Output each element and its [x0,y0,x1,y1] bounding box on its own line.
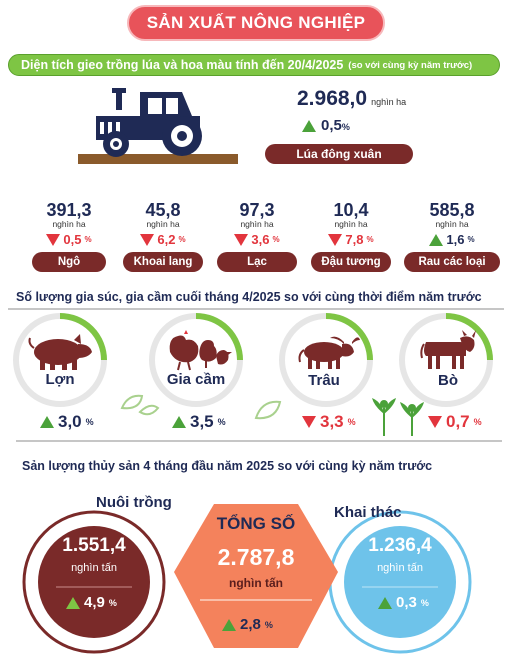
crop-label: Rau các loại [404,252,500,272]
crop-sweet-potato: 45,8 nghìn ha 6,2% Khoai lang [118,200,208,272]
crop-value: 45,8 [145,200,181,220]
capture-label: Khai thác [334,504,402,521]
planting-section-title: Diện tích gieo trồng lúa và hoa màu tính… [8,54,500,76]
up-arrow-icon [378,596,392,609]
buffalo-change-value: 3,3 [320,412,344,431]
total-change-value: 2,8 [240,616,261,633]
buffalo-change: 3,3% [302,412,356,432]
crop-label: Ngô [32,252,106,272]
rice-value-group: 2.968,0 nghìn ha [297,87,406,111]
pig-change: 3,0% [40,412,94,432]
crop-change: 1,6 [446,232,465,247]
total-unit: nghìn tấn [229,576,283,590]
up-arrow-icon [429,233,444,246]
poultry-icon [169,330,232,371]
aquaculture-label: Nuôi trồng [96,494,172,511]
crop-label: Lạc [217,252,297,272]
down-arrow-icon [140,233,155,246]
down-arrow-icon [46,233,61,246]
crop-peanut: 97,3 nghìn ha 3,6% Lạc [212,200,302,272]
cow-change-value: 0,7 [446,412,470,431]
cow-icon [420,330,476,369]
total-label: TỔNG SỐ [216,514,296,533]
poultry-change-value: 3,5 [190,412,214,431]
crop-value: 391,3 [46,200,92,220]
capture-unit: nghìn tấn [377,562,423,574]
poultry-change: 3,5% [172,412,226,432]
rice-change: 0,5% [302,117,350,134]
total-value: 2.787,8 [217,544,295,570]
down-arrow-icon [234,233,249,246]
crop-unit: nghìn ha [435,219,469,229]
fishery-title: Sản lượng thủy sản 4 tháng đầu năm 2025 … [22,459,433,473]
up-arrow-icon [66,596,80,609]
crop-change: 7,8 [345,232,364,247]
down-arrow-icon [302,416,316,428]
crop-unit: nghìn ha [52,219,86,229]
tractor-icon [78,88,238,164]
capture-change-value: 0,3 [396,594,417,611]
crop-value: 10,4 [333,200,369,220]
percent-sign: % [341,122,350,132]
page-title: SẢN XUẤT NÔNG NGHIỆP [127,5,385,41]
crop-corn: 391,3 nghìn ha 0,5% Ngô [24,200,114,272]
crop-value: 585,8 [429,200,475,220]
animal-label-poultry: Gia cầm [166,371,226,388]
livestock-rings [13,313,493,436]
crop-value: 97,3 [239,200,275,220]
crop-change: 0,5 [63,232,82,247]
animal-label-cow: Bò [438,372,458,389]
aquaculture-change: 4,9% [66,594,117,611]
crop-change: 6,2 [157,232,176,247]
livestock-title: Số lượng gia súc, gia cầm cuối tháng 4/2… [16,290,482,304]
crop-unit: nghìn ha [334,219,368,229]
crop-unit: nghìn ha [146,219,180,229]
animal-label-buffalo: Trâu [308,372,340,389]
up-arrow-icon [302,119,316,132]
crop-unit: nghìn ha [240,219,274,229]
pig-change-value: 3,0 [58,412,82,431]
capture-change: 0,3% [378,594,429,611]
crop-label: Đậu tương [311,252,391,272]
total-change: 2,8% [222,616,273,633]
fishery-graphic [22,504,472,654]
aquaculture-value: 1.551,4 [62,535,126,556]
divider [16,440,502,442]
crop-soybean: 10,4 nghìn ha 7,8% Đậu tương [306,200,396,272]
capture-value: 1.236,4 [368,535,432,556]
crop-vegetables: 585,8 nghìn ha 1,6% Rau các loại [400,200,504,272]
divider [8,308,504,310]
aquaculture-change-value: 4,9 [84,594,105,611]
rice-value: 2.968,0 [297,87,368,110]
crop-label: Khoai lang [123,252,203,272]
up-arrow-icon [222,618,236,631]
animal-label-pig: Lợn [45,371,75,388]
planting-title: Diện tích gieo trồng lúa và hoa màu tính… [21,58,344,72]
down-arrow-icon [328,233,343,246]
down-arrow-icon [428,416,442,428]
buffalo-icon [298,336,360,369]
crop-change: 3,6 [251,232,270,247]
rice-change-value: 0,5 [321,117,342,134]
rice-unit: nghìn ha [371,97,407,107]
up-arrow-icon [40,416,54,428]
rice-label: Lúa đông xuân [265,144,413,164]
cow-change: 0,7% [428,412,482,432]
pig-icon [28,334,92,370]
up-arrow-icon [172,416,186,428]
aquaculture-unit: nghìn tấn [71,562,117,574]
planting-subtitle: (so với cùng kỳ năm trước) [348,59,473,71]
